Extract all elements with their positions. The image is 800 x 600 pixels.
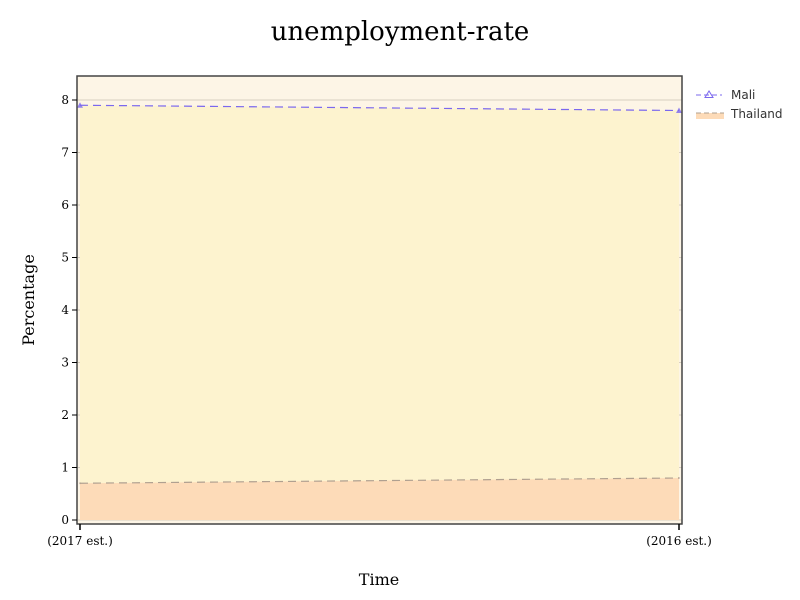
y-tick-label: 2 — [61, 408, 69, 422]
legend-marker-mali — [704, 90, 714, 98]
area-thailand — [80, 478, 679, 520]
y-tick-label: 3 — [61, 356, 69, 370]
legend: Mali Thailand — [696, 88, 783, 121]
y-tick-label: 6 — [61, 198, 69, 212]
legend-label-thailand: Thailand — [730, 107, 783, 121]
legend-label-mali: Mali — [731, 88, 755, 102]
legend-swatch-thailand — [696, 113, 724, 119]
area-mali — [80, 105, 679, 520]
point-thailand — [678, 477, 680, 479]
line-thailand — [79, 477, 680, 484]
y-axis-label: Percentage — [19, 254, 38, 346]
x-tick-label: (2016 est.) — [646, 534, 712, 548]
y-tick-label: 7 — [61, 146, 69, 160]
line-mali — [79, 104, 680, 112]
point-mali — [77, 102, 83, 108]
y-tick-label: 5 — [61, 251, 69, 265]
y-tick-label: 4 — [61, 303, 69, 317]
x-axis-label: Time — [359, 570, 399, 589]
point-thailand — [79, 482, 81, 485]
y-tick-label: 1 — [61, 461, 69, 475]
x-tick-label: (2017 est.) — [47, 534, 113, 548]
plot-frame — [76, 75, 683, 525]
y-tick-label: 8 — [61, 93, 69, 107]
y-tick-label: 0 — [61, 513, 69, 527]
point-mali — [676, 107, 682, 113]
chart-title: unemployment-rate — [271, 17, 530, 47]
